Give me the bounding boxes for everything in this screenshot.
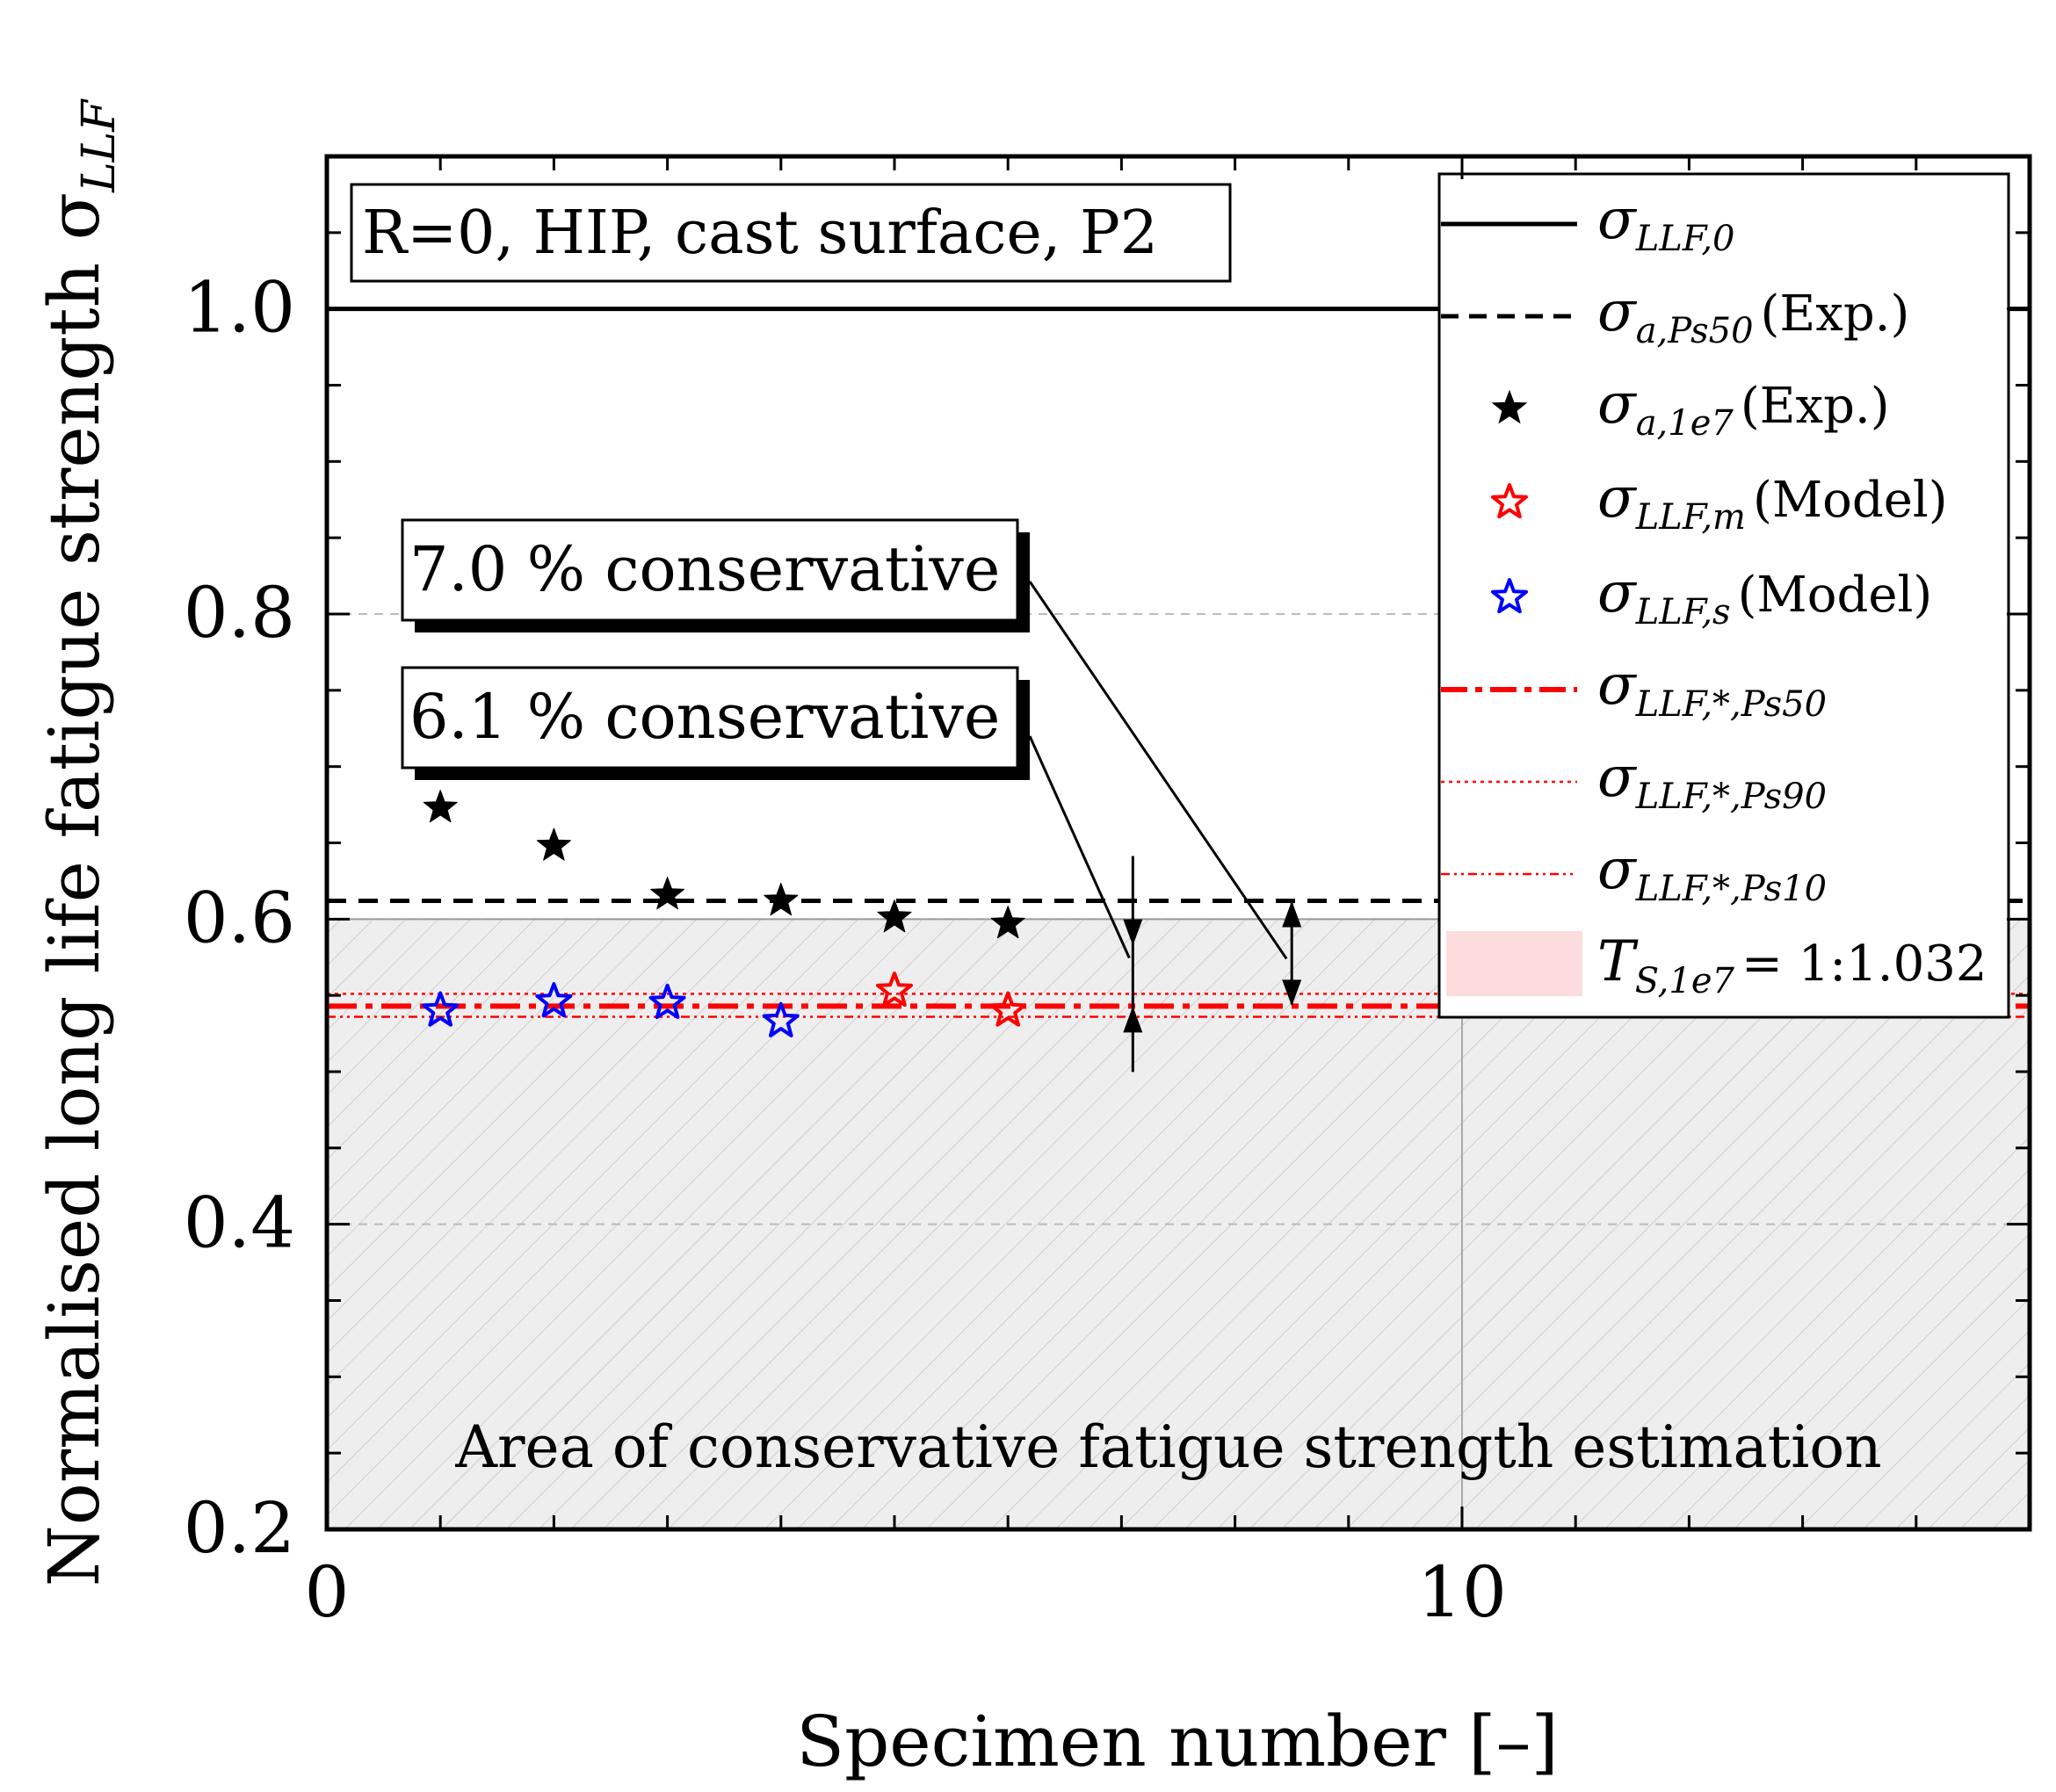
legend-entry-0: σLLF,0 [1597, 187, 1735, 259]
y-tick-label: 0.4 [184, 1182, 295, 1264]
legend-entry-suffix: (Model) [1738, 567, 1933, 624]
series-0-point [990, 906, 1025, 939]
legend: σLLF,0σa,Ps50 (Exp.)σa,1e7 (Exp.)σLLF,m (Mo… [1437, 172, 2010, 1019]
axis-ticks [327, 155, 2030, 1531]
legend-entry-suffix: = 1:1.032 [1741, 936, 1987, 993]
arrow-head [1282, 979, 1302, 1007]
legend-entry-8: TS,1e7 = 1:1.032 [1597, 929, 1987, 1001]
condition-box: R=0, HIP, cast surface, P2 [350, 183, 1232, 283]
legend-entry-symbol: σ [1597, 560, 1638, 625]
legend-entry-symbol: σ [1597, 653, 1638, 718]
legend-entry-sub: LLF,*,Ps50 [1635, 684, 1827, 725]
series-0-point [423, 790, 458, 823]
legend-entry-7: σLLF,*,Ps10 [1597, 837, 1827, 909]
legend-entry-symbol: σ [1597, 372, 1638, 437]
series-1-point [876, 972, 913, 1008]
series-1-point [989, 991, 1027, 1027]
series-0-point [536, 827, 571, 861]
leader-6-1 [1028, 735, 1131, 959]
callout-arrows [1028, 581, 1302, 1073]
callout-6-1-text: 6.1 % conservative [409, 681, 1000, 753]
arrow-head [1123, 1006, 1143, 1033]
legend-entry-symbol: σ [1597, 745, 1638, 810]
legend-sample-model-s [1491, 578, 1528, 614]
legend-entry-symbol: T [1597, 929, 1639, 994]
tick-labels: 0.2 0.4 0.6 0.8 1.0 0 10 [184, 267, 1507, 1633]
legend-entry-5: σLLF,*,Ps50 [1597, 653, 1827, 725]
series-0-point [764, 883, 799, 916]
legend-entry-3: σLLF,m (Model) [1597, 466, 1948, 538]
legend-entry-4: σLLF,s (Model) [1597, 560, 1932, 632]
arrow-head [1123, 919, 1143, 946]
legend-entry-suffix: (Exp.) [1741, 378, 1890, 435]
legend-entry-2: σa,1e7 (Exp.) [1597, 372, 1890, 444]
legend-entry-sub: LLF,*,Ps90 [1635, 777, 1827, 817]
legend-entry-symbol: σ [1597, 187, 1638, 252]
legend-entry-sub: LLF,*,Ps10 [1635, 869, 1827, 909]
series-0-point [650, 877, 685, 910]
arrow-head [1282, 900, 1302, 928]
legend-entry-symbol: σ [1597, 466, 1638, 531]
legend-entry-symbol: σ [1597, 279, 1638, 344]
x-tick-label: 0 [305, 1551, 350, 1633]
legend-entry-sub: a,Ps50 [1636, 311, 1754, 351]
area-label: Area of conservative fatigue strength es… [454, 1413, 1881, 1481]
y-axis-title-main: Normalised long life fatigue strength σ [33, 192, 115, 1586]
condition-label: R=0, HIP, cast surface, P2 [362, 199, 1158, 268]
y-axis-title-sub: LLF [73, 98, 126, 193]
data-markers [422, 790, 1027, 1037]
legend-sample-scatter-band [1446, 931, 1582, 996]
series-2-point [535, 982, 573, 1018]
leader-7-0 [1028, 581, 1288, 960]
legend-entry-sub: S,1e7 [1635, 961, 1735, 1001]
series-0-point [877, 900, 912, 933]
legend-entry-sub: LLF,s [1635, 592, 1731, 632]
x-tick-label: 10 [1417, 1551, 1507, 1633]
callout-6-1: 6.1 % conservative [401, 666, 1030, 780]
legend-entry-symbol: σ [1597, 837, 1638, 902]
callout-7-0-text: 7.0 % conservative [409, 533, 1000, 605]
legend-sample-exp-star [1491, 389, 1528, 424]
conservative-area [327, 919, 2030, 1529]
legend-entry-sub: a,1e7 [1636, 403, 1734, 444]
legend-entry-suffix: (Exp.) [1761, 285, 1910, 343]
y-axis-title: Normalised long life fatigue strength σL… [33, 98, 126, 1586]
y-tick-label: 0.2 [184, 1487, 295, 1569]
x-axis-title: Specimen number [–] [796, 1701, 1558, 1782]
series-2-point [422, 991, 460, 1027]
legend-entry-1: σa,Ps50 (Exp.) [1597, 279, 1909, 351]
y-tick-label: 0.8 [184, 572, 295, 654]
series-2-point [762, 1001, 800, 1037]
series-2-point [648, 983, 686, 1019]
legend-entry-suffix: (Model) [1753, 472, 1948, 529]
legend-entry-6: σLLF,*,Ps90 [1597, 745, 1827, 817]
legend-sample-model-m [1491, 483, 1528, 519]
legend-entry-sub: LLF,0 [1635, 219, 1735, 259]
callout-7-0: 7.0 % conservative [401, 518, 1030, 632]
y-tick-label: 1.0 [184, 267, 295, 349]
y-tick-label: 0.6 [184, 877, 295, 958]
legend-entry-sub: LLF,m [1635, 497, 1746, 538]
